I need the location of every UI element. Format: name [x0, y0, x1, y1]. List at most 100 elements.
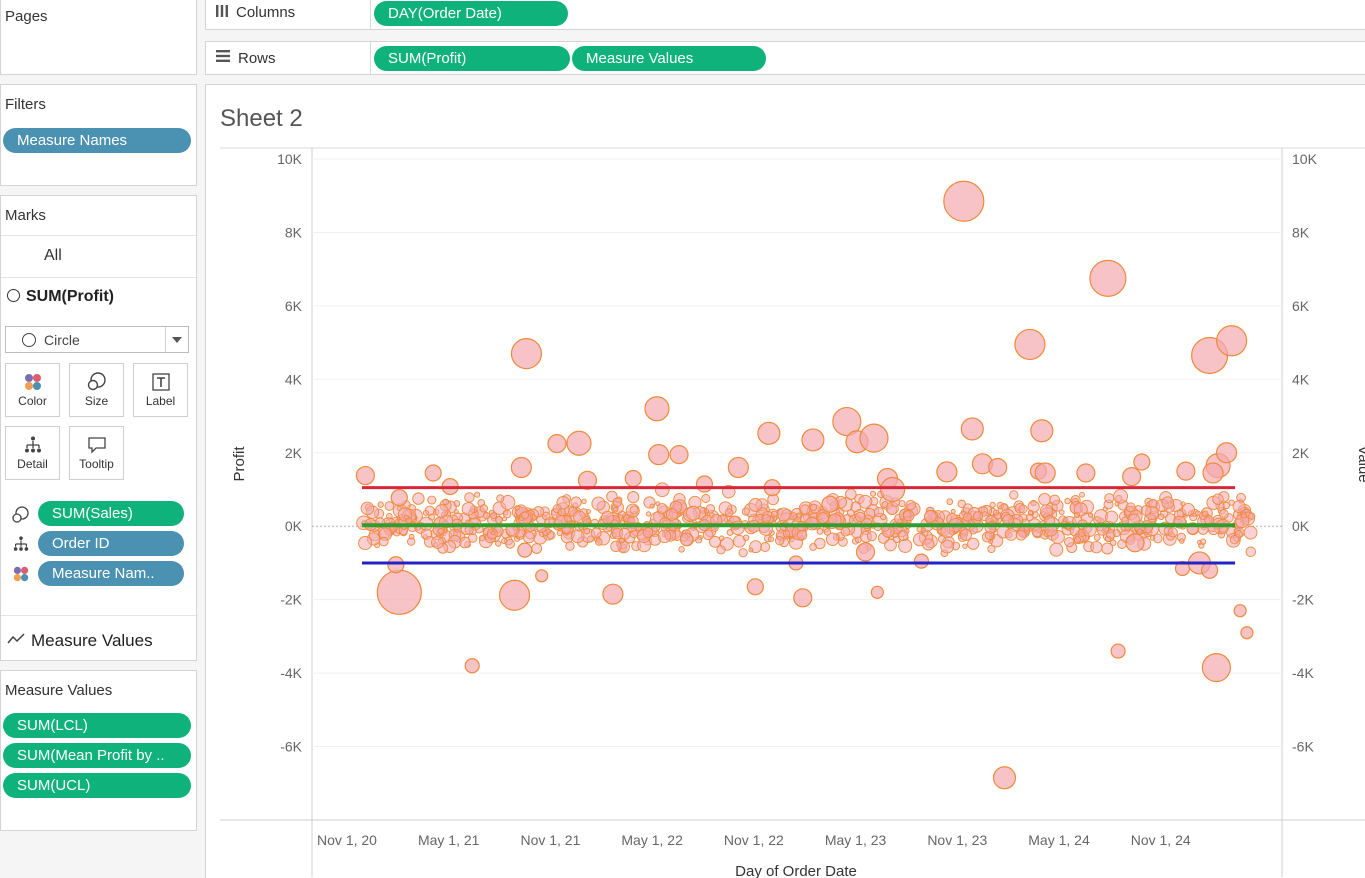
rows-shelf[interactable]: Rows SUM(Profit) Measure Values — [205, 41, 1365, 75]
profit-circle — [679, 532, 694, 546]
x-tick-label: Nov 1, 20 — [317, 832, 377, 848]
profit-circle — [760, 542, 771, 552]
pages-card[interactable]: Pages — [0, 0, 197, 75]
y-tick-label: 4K — [285, 371, 303, 387]
mark-field-measure-names[interactable]: Measure Nam.. — [38, 561, 184, 586]
marks-tab-measure-values[interactable]: Measure Values — [7, 630, 153, 651]
detail-hierarchy-icon — [12, 535, 30, 558]
profit-circle — [946, 498, 954, 506]
rows-pill-sum-profit[interactable]: SUM(Profit) — [374, 46, 570, 71]
profit-circle — [1009, 490, 1019, 500]
profit-circle — [629, 505, 639, 515]
detail-button[interactable]: Detail — [5, 426, 60, 480]
profit-circle — [1202, 462, 1224, 484]
profit-circle — [733, 534, 746, 548]
filter-pill-measure-names[interactable]: Measure Names — [3, 128, 191, 153]
y2-tick-label: -4K — [1292, 665, 1314, 681]
y-tick-label: 6K — [285, 298, 303, 314]
y-tick-label: -2K — [280, 592, 302, 608]
profit-circle — [880, 476, 906, 503]
profit-circle — [453, 500, 461, 507]
profit-circle — [1101, 542, 1114, 555]
profit-circle — [514, 505, 520, 511]
profit-circle — [376, 569, 422, 615]
profit-circle — [654, 482, 670, 498]
profit-circle — [1113, 488, 1128, 504]
measure-value-pill-mean-profit[interactable]: SUM(Mean Profit by .. — [3, 743, 191, 768]
rows-pill-measure-values[interactable]: Measure Values — [572, 46, 766, 71]
profit-circle — [379, 536, 389, 547]
mark-type-select[interactable]: Circle — [5, 326, 189, 353]
profit-circle — [570, 496, 582, 508]
mark-field-sum-sales[interactable]: SUM(Sales) — [38, 501, 184, 526]
profit-circle — [1181, 503, 1195, 517]
y2-tick-label: 0K — [1292, 518, 1310, 534]
rows-icon — [216, 42, 230, 74]
measure-value-pill-ucl[interactable]: SUM(UCL) — [3, 773, 191, 798]
profit-circle — [1110, 643, 1126, 659]
filters-title: Filters — [5, 96, 46, 113]
marks-tab-all[interactable]: All — [44, 247, 62, 264]
profit-circle — [1233, 604, 1247, 618]
profit-circle — [591, 496, 606, 511]
columns-pill-day-order-date[interactable]: DAY(Order Date) — [374, 1, 568, 26]
sheet-title: Sheet 2 — [220, 105, 303, 132]
profit-circle — [1064, 537, 1075, 548]
profit-circle — [1034, 462, 1056, 484]
profit-circle — [390, 488, 408, 507]
tooltip-button[interactable]: Tooltip — [69, 426, 124, 480]
mark-field-order-id[interactable]: Order ID — [38, 531, 184, 556]
measure-value-pill-lcl[interactable]: SUM(LCL) — [3, 713, 191, 738]
profit-circle — [547, 434, 567, 454]
y2-axis-title: Value — [1355, 445, 1365, 482]
profit-circle — [1136, 528, 1143, 535]
detail-button-label: Detail — [17, 457, 48, 471]
profit-circle — [1176, 461, 1196, 481]
filters-card[interactable]: Filters Measure Names — [0, 84, 197, 186]
profit-circle — [482, 512, 491, 520]
profit-circle — [937, 535, 946, 544]
profit-circle — [972, 511, 984, 522]
profit-circle — [727, 456, 749, 479]
profit-circle — [943, 180, 985, 222]
profit-circle — [905, 499, 916, 511]
profit-circle — [855, 511, 866, 523]
profit-circle — [1179, 538, 1185, 544]
profit-circle — [505, 538, 515, 549]
profit-circle — [665, 508, 679, 521]
profit-circle — [501, 537, 508, 545]
profit-circle — [963, 512, 973, 522]
profit-circle — [898, 538, 913, 553]
profit-circle — [1232, 500, 1246, 514]
profit-circle — [846, 509, 855, 518]
y-axis-title: Profit — [231, 446, 248, 482]
profit-circle — [583, 527, 591, 535]
profit-circle — [989, 501, 996, 508]
profit-circle — [742, 534, 750, 541]
x-tick-label: May 1, 23 — [825, 832, 887, 848]
profit-circle — [1140, 505, 1152, 516]
columns-shelf[interactable]: Columns DAY(Order Date) — [205, 0, 1365, 30]
label-button[interactable]: Label — [133, 363, 188, 417]
profit-circle — [602, 583, 624, 605]
profit-circle — [801, 428, 825, 452]
profit-circle — [1018, 504, 1028, 514]
profit-circle — [992, 509, 1000, 516]
y-tick-label: -4K — [280, 665, 302, 681]
sheet-view: Sheet 2 10K 10K 8K 8K 6K 6K 4K 4K 2K 2K 0K 0K -2K -2K… — [205, 84, 1365, 878]
measure-values-card[interactable]: Measure Values SUM(LCL) SUM(Mean Profit … — [0, 670, 197, 831]
profit-circle — [1158, 513, 1165, 521]
profit-circle — [746, 578, 764, 596]
profit-circle — [1222, 501, 1231, 510]
marks-tab-sum-profit[interactable]: SUM(Profit) — [7, 288, 114, 308]
size-button[interactable]: Size — [69, 363, 124, 417]
profit-circle — [936, 461, 958, 483]
profit-circle — [825, 532, 840, 546]
profit-circle — [645, 511, 652, 517]
profit-circle — [1240, 512, 1248, 519]
color-button[interactable]: Color — [5, 363, 60, 417]
profit-circle — [464, 525, 474, 535]
profit-circle — [566, 430, 592, 456]
y-tick-label: 0K — [285, 518, 303, 534]
profit-circle — [1228, 499, 1235, 506]
